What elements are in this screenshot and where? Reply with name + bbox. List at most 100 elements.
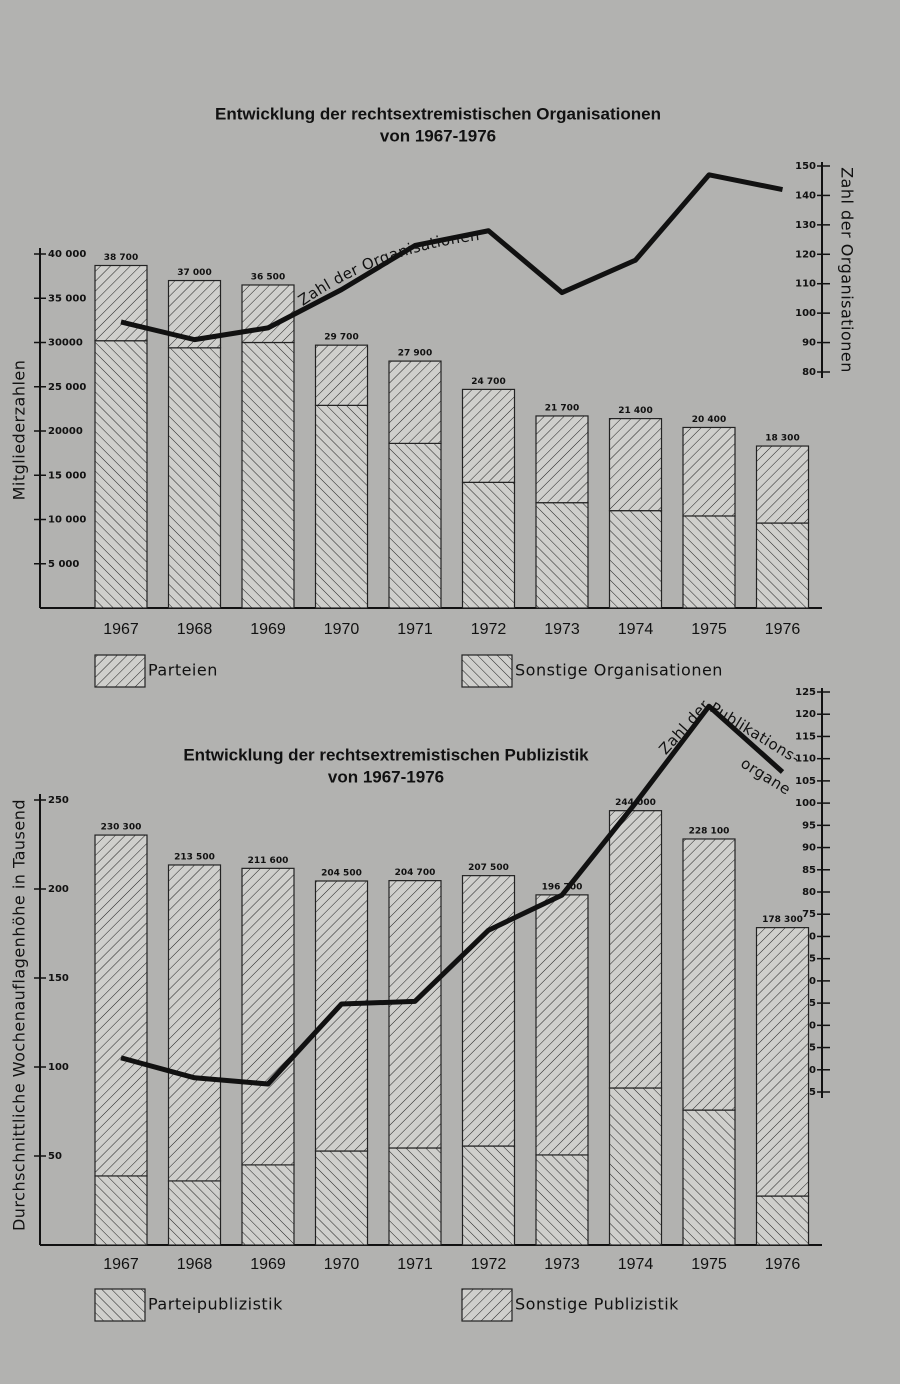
total-label: 196 700 bbox=[542, 882, 583, 892]
total-label: 18 300 bbox=[765, 434, 799, 444]
y2-tick-label: 80 bbox=[802, 887, 816, 898]
legend-swatch bbox=[461, 654, 513, 688]
bar-segment bbox=[755, 1195, 810, 1246]
x-tick-label: 1967 bbox=[103, 1256, 139, 1273]
total-label: 207 500 bbox=[468, 863, 509, 873]
total-label: 27 900 bbox=[398, 349, 432, 359]
legend-swatch bbox=[461, 1288, 513, 1322]
x-tick-label: 1975 bbox=[691, 1256, 727, 1273]
x-tick-label: 1969 bbox=[250, 621, 286, 638]
y2-tick-label: 110 bbox=[795, 279, 816, 290]
bar-segment bbox=[388, 442, 442, 609]
bar-segment bbox=[461, 388, 516, 483]
y2-tick-label: 140 bbox=[795, 190, 816, 201]
total-label: 21 700 bbox=[545, 403, 579, 413]
line-label: Zahl der Organisationen bbox=[295, 225, 481, 308]
bar-segment bbox=[167, 347, 222, 609]
bar-segment bbox=[535, 415, 589, 504]
chart-title: von 1967-1976 bbox=[380, 126, 496, 145]
bar-segment bbox=[461, 875, 516, 1147]
legend-swatch bbox=[94, 1288, 146, 1322]
line-series bbox=[120, 172, 783, 343]
total-label: 230 300 bbox=[101, 823, 142, 833]
bar-segment bbox=[241, 867, 295, 1166]
bar-segment bbox=[535, 502, 589, 609]
legend-label: Sonstige Publizistik bbox=[515, 1295, 679, 1314]
y-tick-label: 35 000 bbox=[48, 293, 86, 304]
y-tick-label: 25 000 bbox=[48, 382, 86, 393]
bar-segment bbox=[241, 341, 295, 609]
bar-segment bbox=[461, 481, 516, 609]
y2-tick-label: 120 bbox=[795, 249, 816, 260]
bar-segment bbox=[314, 344, 369, 406]
bar-segment bbox=[535, 1154, 589, 1246]
line-label-text: Zahl der Organisationen bbox=[295, 225, 481, 308]
bar-segment bbox=[314, 404, 369, 609]
total-label: 24 700 bbox=[471, 377, 505, 387]
x-tick-label: 1968 bbox=[177, 1256, 213, 1273]
y2-tick-label: 115 bbox=[795, 731, 816, 742]
bar-segment bbox=[608, 510, 663, 609]
total-label: 20 400 bbox=[692, 415, 726, 425]
bar-segment bbox=[314, 880, 369, 1152]
y-tick-label: 30000 bbox=[48, 338, 83, 349]
y-tick-label: 10 000 bbox=[48, 515, 86, 526]
x-tick-label: 1972 bbox=[471, 621, 507, 638]
y-tick-label: 50 bbox=[48, 1151, 62, 1162]
y-tick-label: 100 bbox=[48, 1062, 69, 1073]
bar-segment bbox=[241, 1164, 295, 1246]
y-tick-label: 40 000 bbox=[48, 249, 86, 260]
total-label: 36 500 bbox=[251, 272, 285, 282]
total-label: 38 700 bbox=[104, 253, 138, 263]
y-tick-label: 15 000 bbox=[48, 470, 86, 481]
legend-swatch bbox=[94, 654, 146, 688]
y2-tick-label: 80 bbox=[802, 367, 816, 378]
line-series bbox=[120, 703, 785, 1087]
y-tick-label: 20000 bbox=[48, 426, 83, 437]
x-tick-label: 1972 bbox=[471, 1256, 507, 1273]
total-label: 228 100 bbox=[689, 826, 730, 836]
y2-tick-label: 150 bbox=[795, 161, 816, 172]
bar-segment bbox=[608, 418, 663, 512]
y-axis-title: Durchschnittliche Wochenauflagenhöhe in … bbox=[10, 799, 29, 1231]
y2-tick-label: 100 bbox=[795, 308, 816, 319]
y-tick-label: 250 bbox=[48, 795, 69, 806]
bar-segment bbox=[755, 445, 810, 524]
bar-segment bbox=[682, 515, 736, 609]
y-tick-label: 150 bbox=[48, 973, 69, 984]
total-label: 213 500 bbox=[174, 852, 215, 862]
line-label: Zahl der Publikations- bbox=[655, 695, 804, 767]
bar-segment bbox=[755, 927, 810, 1197]
x-tick-label: 1970 bbox=[324, 1256, 360, 1273]
total-label: 204 700 bbox=[395, 868, 436, 878]
y2-tick-label: 105 bbox=[795, 776, 816, 787]
x-tick-label: 1974 bbox=[618, 621, 654, 638]
legend-label: Parteipublizistik bbox=[148, 1295, 283, 1314]
y2-axis-title: Zahl der Organisationen bbox=[838, 167, 857, 373]
x-tick-label: 1969 bbox=[250, 1256, 286, 1273]
y2-tick-label: 130 bbox=[795, 220, 816, 231]
x-tick-label: 1973 bbox=[544, 621, 580, 638]
bar-segment bbox=[241, 284, 295, 344]
x-tick-label: 1968 bbox=[177, 621, 213, 638]
y2-tick-label: 110 bbox=[795, 754, 816, 765]
bar-segment bbox=[167, 864, 222, 1182]
total-label: 178 300 bbox=[762, 915, 803, 925]
bar-segment bbox=[94, 264, 148, 342]
x-tick-label: 1970 bbox=[324, 621, 360, 638]
y2-tick-label: 75 bbox=[802, 909, 816, 920]
legend-label: Parteien bbox=[148, 661, 218, 680]
total-label: 21 400 bbox=[618, 406, 652, 416]
bar-segment bbox=[314, 1150, 369, 1246]
y2-tick-label: 90 bbox=[802, 843, 816, 854]
x-tick-label: 1974 bbox=[618, 1256, 654, 1273]
x-tick-label: 1971 bbox=[397, 1256, 433, 1273]
x-tick-label: 1975 bbox=[691, 621, 727, 638]
bar-segment bbox=[682, 838, 736, 1111]
y2-tick-label: 90 bbox=[802, 338, 816, 349]
total-label: 204 500 bbox=[321, 868, 362, 878]
y2-tick-label: 95 bbox=[802, 820, 816, 831]
bar-segment bbox=[682, 1109, 736, 1246]
